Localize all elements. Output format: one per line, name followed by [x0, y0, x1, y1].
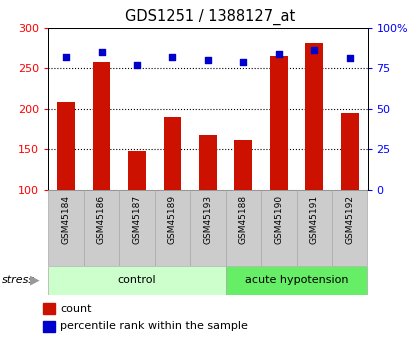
Text: stress: stress	[2, 275, 35, 285]
Text: GSM45189: GSM45189	[168, 195, 177, 244]
Point	[205, 57, 211, 63]
Text: GSM45190: GSM45190	[274, 195, 284, 244]
Point	[311, 48, 318, 53]
Point	[346, 56, 353, 61]
Point	[169, 54, 176, 60]
Point	[134, 62, 140, 68]
Bar	[341, 113, 359, 190]
Bar	[155, 190, 190, 266]
Bar	[43, 321, 55, 332]
Text: GDS1251 / 1388127_at: GDS1251 / 1388127_at	[125, 9, 295, 25]
Text: control: control	[118, 275, 156, 285]
Bar	[305, 43, 323, 190]
Bar	[43, 303, 55, 314]
Bar	[119, 190, 155, 266]
Bar	[48, 190, 84, 266]
Text: GSM45188: GSM45188	[239, 195, 248, 244]
Bar	[84, 190, 119, 266]
Bar	[163, 117, 181, 190]
Bar	[234, 140, 252, 190]
Text: ▶: ▶	[30, 274, 40, 287]
Bar	[297, 190, 332, 266]
Bar	[226, 190, 261, 266]
Bar	[261, 190, 297, 266]
Text: GSM45186: GSM45186	[97, 195, 106, 244]
Bar	[128, 151, 146, 190]
Text: GSM45193: GSM45193	[203, 195, 213, 244]
Text: GSM45192: GSM45192	[345, 195, 354, 244]
Bar	[57, 102, 75, 190]
Text: GSM45187: GSM45187	[132, 195, 142, 244]
Text: acute hypotension: acute hypotension	[245, 275, 348, 285]
Bar	[199, 136, 217, 190]
Text: percentile rank within the sample: percentile rank within the sample	[60, 321, 248, 331]
Bar	[226, 266, 368, 295]
Point	[63, 54, 69, 60]
Point	[276, 51, 282, 56]
Bar	[332, 190, 368, 266]
Bar	[48, 266, 226, 295]
Text: count: count	[60, 304, 92, 314]
Point	[98, 49, 105, 55]
Bar	[190, 190, 226, 266]
Bar	[93, 62, 110, 190]
Point	[240, 59, 247, 65]
Text: GSM45191: GSM45191	[310, 195, 319, 244]
Bar	[270, 56, 288, 190]
Text: GSM45184: GSM45184	[62, 195, 71, 244]
